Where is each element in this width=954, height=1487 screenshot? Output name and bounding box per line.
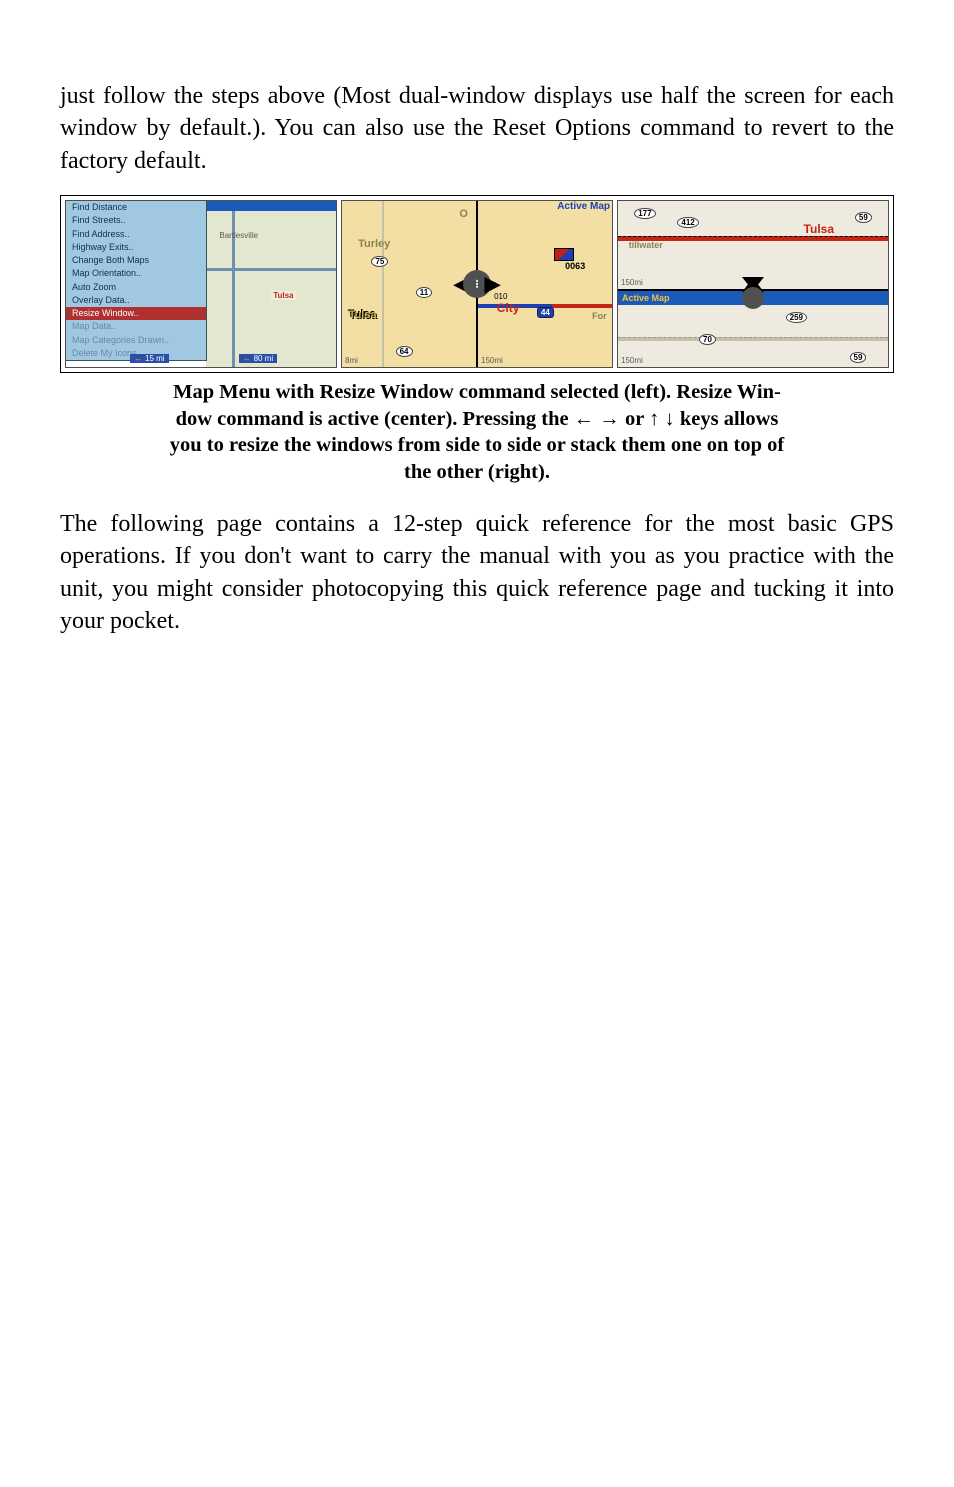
menu-item-find-distance[interactable]: Find Distance xyxy=(66,201,206,214)
panel2-active-map-label: Active Map xyxy=(555,201,612,212)
panel3-shield-59b: 59 xyxy=(850,352,867,363)
panel2-label-city: City xyxy=(497,301,520,315)
panel3-label-stillwater: tillwater xyxy=(629,240,663,250)
panel1-scalebars: ↔15 mi ↔80 mi xyxy=(70,352,277,364)
caption-line-3: you to resize the windows from side to s… xyxy=(170,434,784,456)
panel3-active-map-label: Active Map xyxy=(622,293,670,303)
panel3-shield-59a: 59 xyxy=(855,212,872,223)
panel1-scale-left: 15 mi xyxy=(145,354,165,363)
menu-item-resize-window[interactable]: Resize Window.. xyxy=(66,307,206,320)
outro-paragraph: The following page contains a 12-step qu… xyxy=(60,508,894,638)
menu-item-find-address[interactable]: Find Address.. xyxy=(66,228,206,241)
panel2-scale-left: 8mi xyxy=(345,356,358,365)
resize-arrow-right-icon: ▶ xyxy=(485,272,500,297)
panel2-label-tulsa: Tulsa xyxy=(349,309,377,321)
panel3-scale-top: 150mi xyxy=(621,278,643,287)
figure-panel-center: Turley Tulsa 75 11 64 8mi O Active Map 0… xyxy=(341,200,613,368)
caption-line-1: Map Menu with Resize Window command sele… xyxy=(173,381,781,403)
manual-page: just follow the steps above (Most dual-w… xyxy=(0,0,954,715)
menu-item-find-streets[interactable]: Find Streets.. xyxy=(66,214,206,227)
caption-line-4: the other (right). xyxy=(404,461,550,483)
menu-item-auto-zoom[interactable]: Auto Zoom xyxy=(66,281,206,294)
panel2-flag-icon xyxy=(554,248,574,261)
figure-caption: Map Menu with Resize Window command sele… xyxy=(60,379,894,486)
panel2-label-for: For xyxy=(592,311,607,321)
caption-line-2: dow command is active (center). Pressing… xyxy=(176,408,779,430)
panel1-active-bar xyxy=(206,201,336,211)
panel1-map-bg: Tulsa Bartlesville xyxy=(206,201,336,367)
resize-handle-vertical-icon[interactable] xyxy=(742,287,764,309)
menu-item-map-orientation[interactable]: Map Orientation.. xyxy=(66,267,206,280)
panel3-top-row: Tulsa tillwater 177 412 59 150mi xyxy=(618,201,888,289)
menu-item-map-data[interactable]: Map Data.. xyxy=(66,320,206,333)
panel2-label-o: O xyxy=(459,208,468,220)
panel3-scale-bottom: 150mi xyxy=(621,356,643,365)
menu-item-change-both-maps[interactable]: Change Both Maps xyxy=(66,254,206,267)
panel2-scale-right: 150mi xyxy=(481,356,503,365)
panel1-map-menu: Find Distance Find Streets.. Find Addres… xyxy=(66,201,207,361)
panel2-shield-64: 64 xyxy=(396,346,413,357)
panel3-label-tulsa: Tulsa xyxy=(804,222,834,236)
figure-resize-window: Tulsa Bartlesville Find Distance Find St… xyxy=(60,195,894,373)
panel2-shield-75: 75 xyxy=(371,256,388,267)
panel3-shield-412: 412 xyxy=(677,217,698,228)
menu-item-overlay-data[interactable]: Overlay Data.. xyxy=(66,294,206,307)
panel3-shield-259: 259 xyxy=(786,312,807,323)
panel3-shield-70: 70 xyxy=(699,334,716,345)
panel2-label-turley: Turley xyxy=(358,238,390,250)
panel3-shield-177: 177 xyxy=(634,208,655,219)
figure-panel-left: Tulsa Bartlesville Find Distance Find St… xyxy=(65,200,337,368)
panel2-shield-11: 11 xyxy=(416,287,432,298)
menu-item-highway-exits[interactable]: Highway Exits.. xyxy=(66,241,206,254)
panel1-scale-right: 80 mi xyxy=(254,354,274,363)
menu-item-map-categories[interactable]: Map Categories Drawn.. xyxy=(66,334,206,347)
figure-panel-right: Tulsa tillwater 177 412 59 150mi Active … xyxy=(617,200,889,368)
intro-paragraph: just follow the steps above (Most dual-w… xyxy=(60,80,894,177)
panel2-label-0063: 0063 xyxy=(565,261,585,271)
panel1-city-bartlesville: Bartlesville xyxy=(219,231,258,240)
panel3-bottom-row: Active Map 259 70 59 150mi xyxy=(618,289,888,367)
panel1-city-tulsa: Tulsa xyxy=(271,291,295,300)
panel2-shield-44: 44 xyxy=(537,307,554,318)
